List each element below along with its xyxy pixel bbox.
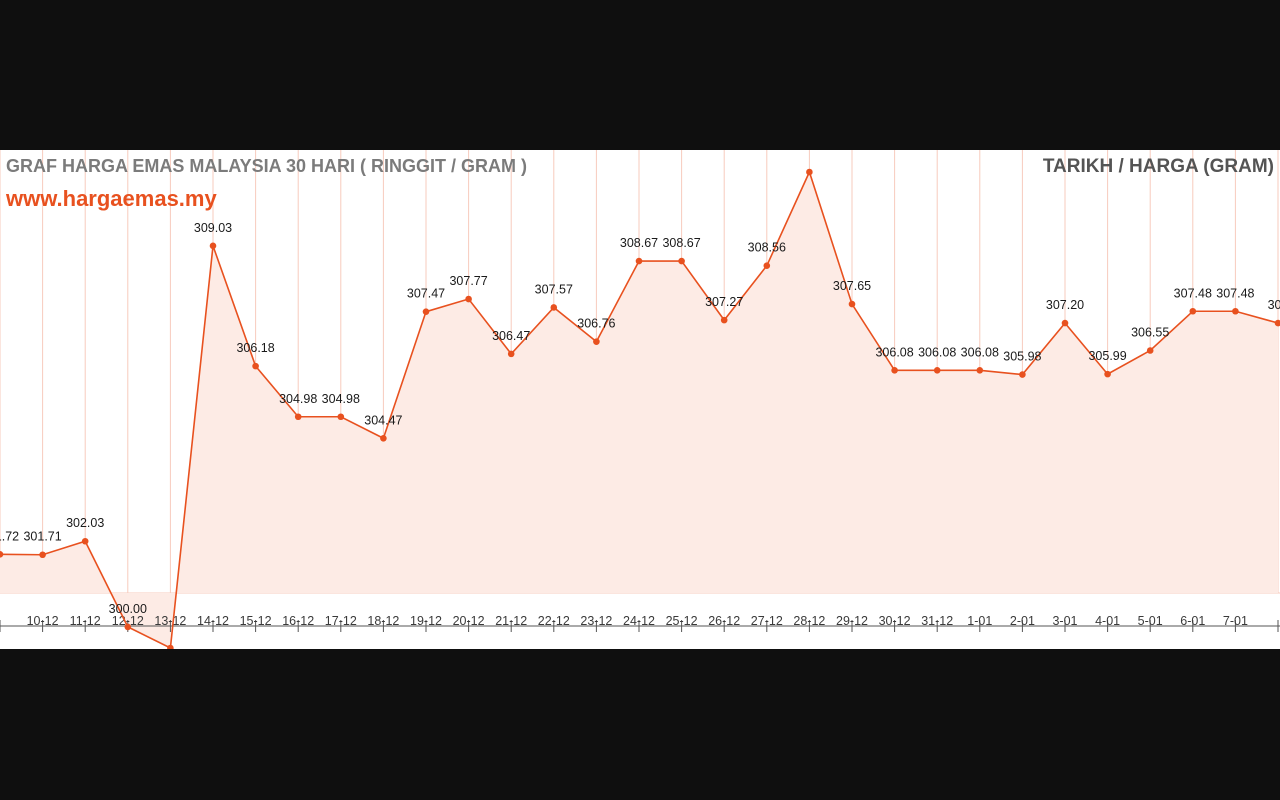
chart-title: GRAF HARGA EMAS MALAYSIA 30 HARI ( RINGG… <box>6 156 528 176</box>
x-tick-label: 21-12 <box>495 614 527 628</box>
x-tick-label: 24-12 <box>623 614 655 628</box>
area-fill <box>0 172 1278 648</box>
data-label: 304.98 <box>279 392 317 406</box>
data-point <box>806 168 813 176</box>
x-tick-label: 17-12 <box>325 614 357 628</box>
data-point <box>1189 307 1197 315</box>
data-point <box>507 350 515 358</box>
data-label: 307 <box>1268 298 1280 312</box>
data-point <box>763 262 771 269</box>
data-point <box>294 413 302 421</box>
data-label: 307.20 <box>1046 298 1084 312</box>
data-point <box>848 300 856 308</box>
data-label: 301.71 <box>23 530 61 544</box>
x-tick-label: 7-01 <box>1223 614 1248 628</box>
data-label: 305.99 <box>1088 349 1126 363</box>
data-label: 306.08 <box>961 345 999 359</box>
data-label: 307.65 <box>833 279 871 293</box>
data-label: 309.03 <box>194 221 232 235</box>
data-point <box>891 367 898 374</box>
data-label: 306.08 <box>875 345 913 359</box>
data-point <box>593 338 600 345</box>
axis-legend-title: TARIKH / HARGA (GRAM) <box>1042 156 1274 177</box>
data-label: 301.72 <box>0 529 19 543</box>
data-label: 308.56 <box>748 241 786 255</box>
data-point <box>678 257 685 265</box>
data-label: 306.18 <box>236 341 274 355</box>
data-label: 300.00 <box>109 602 147 616</box>
x-tick-label: 12-12 <box>112 614 144 628</box>
x-tick-label: 6-01 <box>1180 614 1205 628</box>
data-point <box>550 304 558 311</box>
data-point <box>1146 347 1154 354</box>
x-tick-label: 23-12 <box>580 614 612 628</box>
data-label: 308.67 <box>620 236 658 250</box>
data-label: 307.48 <box>1174 286 1212 300</box>
data-label: 304.47 <box>364 413 402 427</box>
x-tick-label: 29-12 <box>836 614 868 628</box>
data-point <box>976 367 984 374</box>
data-label: 307.48 <box>1216 286 1254 300</box>
data-label: 307.27 <box>705 295 743 309</box>
data-label: 306.08 <box>918 345 956 359</box>
data-label: 307.77 <box>449 274 487 288</box>
x-tick-label: 25-12 <box>666 614 698 628</box>
x-tick-label: 30-12 <box>879 614 911 628</box>
x-tick-label: 2-01 <box>1010 614 1035 628</box>
line-chart: 10-12 11-12 12-12 13-12 14-12 15-12 16-12 17-12… <box>0 150 1280 649</box>
data-point <box>1274 319 1280 327</box>
x-tick-label: 31-12 <box>921 614 953 628</box>
data-point <box>720 316 728 324</box>
x-tick-label: 14-12 <box>197 614 229 628</box>
data-label: 305.98 <box>1003 350 1041 364</box>
data-label: 306.55 <box>1131 326 1169 340</box>
x-tick-label: 5-01 <box>1138 614 1163 628</box>
x-tick-label: 28-12 <box>793 614 825 628</box>
x-tick-label: 13-12 <box>154 614 186 628</box>
x-tick-label: 16-12 <box>282 614 314 628</box>
data-point <box>635 257 643 265</box>
data-point <box>124 623 132 631</box>
x-tick-label: 18-12 <box>367 614 399 628</box>
chart-frame: 10-12 11-12 12-12 13-12 14-12 15-12 16-12 17-12… <box>0 150 1280 649</box>
x-tick-label: 26-12 <box>708 614 740 628</box>
x-tick-label: 19-12 <box>410 614 442 628</box>
x-tick-label: 11-12 <box>70 614 101 628</box>
data-label: 304.98 <box>322 392 360 406</box>
x-tick-label: 10-12 <box>27 614 59 628</box>
data-label: 306.47 <box>492 329 530 343</box>
website-link[interactable]: www.hargaemas.my <box>6 186 217 211</box>
x-tick-label: 20-12 <box>453 614 485 628</box>
x-tick-label: 15-12 <box>240 614 272 628</box>
data-point <box>465 295 472 303</box>
data-point <box>209 242 217 250</box>
data-point <box>252 362 259 370</box>
data-label: 307.47 <box>407 287 445 301</box>
x-tick-label: 27-12 <box>751 614 783 628</box>
data-point <box>81 537 89 545</box>
data-point <box>0 551 4 558</box>
data-label: 302.03 <box>66 516 104 530</box>
data-label: 308.67 <box>662 236 700 250</box>
data-point <box>933 367 941 374</box>
data-point <box>337 413 345 421</box>
data-point <box>1232 307 1239 315</box>
data-point <box>1019 371 1026 378</box>
data-point <box>1104 370 1111 378</box>
data-point <box>1061 319 1069 327</box>
x-tick-label: 22-12 <box>538 614 570 628</box>
x-tick-label: 4-01 <box>1095 614 1120 628</box>
data-point <box>422 308 430 315</box>
data-label: 307.57 <box>535 282 573 296</box>
data-point <box>380 434 387 442</box>
x-tick-label: 3-01 <box>1052 614 1077 628</box>
data-point <box>39 551 46 559</box>
data-point <box>167 644 174 649</box>
x-tick-label: 1-01 <box>967 614 992 628</box>
data-label: 306.76 <box>577 317 615 331</box>
